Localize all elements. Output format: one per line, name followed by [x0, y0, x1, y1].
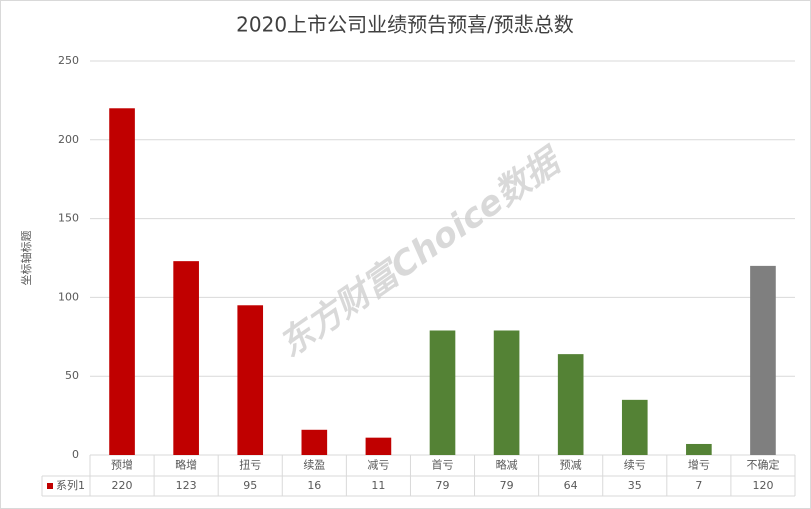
- table-value: 35: [628, 479, 642, 492]
- table-value: 95: [243, 479, 257, 492]
- table-value: 64: [564, 479, 578, 492]
- table-value: 220: [112, 479, 133, 492]
- bar: [429, 330, 456, 455]
- y-axis-title: 坐标轴标题: [19, 231, 33, 286]
- x-tick-label: 预增: [111, 458, 133, 472]
- x-tick-label: 续盈: [303, 458, 325, 472]
- bar: [686, 443, 712, 455]
- table-value: 11: [371, 479, 385, 492]
- x-tick-label: 增亏: [688, 458, 710, 472]
- y-tick-label: 200: [58, 133, 79, 146]
- legend-label: 系列1: [56, 478, 85, 492]
- table-value: 79: [436, 479, 450, 492]
- bar: [109, 108, 135, 455]
- y-tick-label: 150: [58, 212, 79, 225]
- bar: [365, 437, 392, 455]
- bar: [621, 399, 648, 455]
- x-tick-label: 续亏: [624, 458, 646, 472]
- table-value: 7: [695, 479, 702, 492]
- y-tick-label: 250: [58, 54, 79, 67]
- x-tick-label: 首亏: [432, 458, 454, 472]
- bar: [750, 265, 776, 455]
- bar: [237, 305, 264, 455]
- bar: [301, 429, 328, 455]
- table-value: 16: [307, 479, 321, 492]
- table-value: 79: [500, 479, 514, 492]
- chart-title: 2020上市公司业绩预告预喜/预悲总数: [236, 13, 574, 37]
- table-value: 123: [176, 479, 197, 492]
- x-tick-label: 略增: [175, 458, 197, 472]
- bar: [557, 354, 584, 455]
- bar: [173, 261, 199, 455]
- legend-key: [47, 483, 53, 489]
- x-tick-label: 略减: [496, 458, 518, 472]
- bar: [493, 330, 520, 455]
- y-tick-label: 100: [58, 290, 79, 303]
- x-tick-label: 扭亏: [239, 458, 261, 472]
- table-value: 120: [752, 479, 773, 492]
- y-tick-label: 0: [72, 448, 79, 461]
- y-tick-label: 50: [65, 369, 79, 382]
- x-tick-label: 预减: [560, 459, 582, 472]
- x-tick-label: 不确定: [746, 458, 779, 472]
- x-tick-label: 减亏: [367, 459, 389, 472]
